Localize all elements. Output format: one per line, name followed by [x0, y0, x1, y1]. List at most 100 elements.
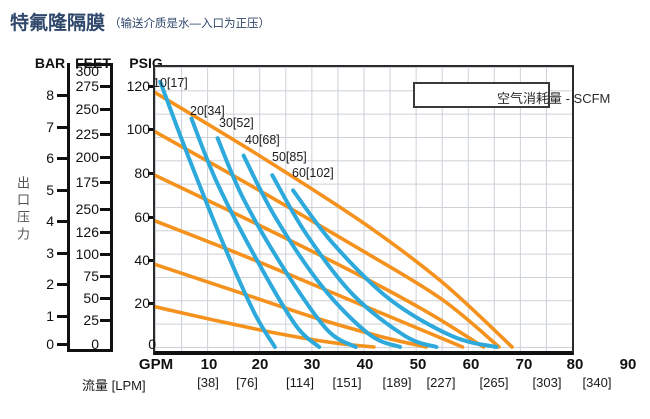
legend-label: 空气消耗量 - SCFM — [497, 91, 611, 106]
psig-tick-mark — [148, 85, 155, 88]
feet-tick-label: 275 — [75, 78, 99, 94]
psig-tick-mark — [148, 302, 155, 305]
discharge-curve — [155, 129, 501, 349]
discharge-curve — [155, 262, 428, 349]
gpm-tick-label: 20 — [251, 356, 269, 373]
lpm-tick-label: [38] — [197, 375, 219, 390]
feet-tick-mark — [100, 297, 110, 300]
feet-tick-label: 225 — [75, 126, 99, 142]
psig-tick-mark — [148, 128, 155, 131]
bar-tick-label: 3 — [46, 245, 54, 261]
feet-tick-label: 250 — [75, 201, 99, 217]
bar-tick-mark — [57, 220, 67, 223]
gpm-tick-label: 30 — [303, 356, 321, 373]
page-subtitle: （输送介质是水—入口为正压） — [109, 18, 270, 30]
air-consumption-curve — [158, 79, 277, 349]
air-consumption-curve — [241, 153, 402, 349]
page-title: 特氟隆隔膜 — [10, 13, 106, 34]
psig-tick-label: 60 — [134, 209, 150, 225]
feet-axis-cap-top — [77, 63, 113, 66]
psig-tick-mark — [148, 259, 155, 262]
feet-tick-mark — [100, 133, 110, 136]
lpm-tick-label: [265] — [479, 375, 509, 390]
bar-tick-mark — [57, 252, 67, 255]
psig-tick-label: 20 — [134, 295, 150, 311]
curves-canvas — [155, 79, 514, 349]
lpm-tick-label: [227] — [426, 375, 456, 390]
psig-tick-label: 0 — [148, 336, 156, 352]
lpm-tick-label: [114] — [286, 375, 314, 390]
bar-tick-mark — [57, 189, 67, 192]
curve-label: 50[85] — [272, 150, 307, 164]
discharge-curve — [155, 173, 486, 349]
bar-tick-label: 0 — [46, 336, 54, 352]
lpm-tick-label: [76] — [236, 375, 258, 390]
x-axis-unit-lpm: 流量 [LPM] — [82, 378, 146, 393]
feet-tick-label: 175 — [75, 174, 99, 190]
discharge-curve — [155, 219, 465, 349]
feet-tick-label: 0 — [91, 336, 99, 352]
bar-tick-mark — [57, 94, 67, 97]
bar-tick-mark — [57, 126, 67, 129]
x-axis-unit-gpm: GPM — [138, 356, 174, 373]
psig-tick-mark — [148, 216, 155, 219]
feet-axis-cap-bottom — [77, 349, 113, 352]
air-consumption-curve — [215, 136, 358, 349]
bar-tick-label: 4 — [46, 213, 54, 229]
feet-tick-mark — [100, 181, 110, 184]
feet-tick-mark — [100, 231, 110, 234]
bar-tick-label: 8 — [46, 87, 54, 103]
gpm-tick-label: 80 — [566, 356, 584, 373]
bar-axis-foot — [67, 349, 79, 352]
feet-tick-mark — [100, 208, 110, 211]
bar-tick-label: 2 — [46, 276, 54, 292]
discharge-curve — [155, 90, 514, 349]
legend-box — [413, 82, 550, 108]
y-axis-title: 出口压力 — [15, 176, 30, 244]
plot-area — [153, 65, 574, 355]
psig-tick-label: 100 — [126, 121, 150, 137]
feet-tick-label: 25 — [83, 312, 99, 328]
bar-tick-label: 5 — [46, 182, 54, 198]
feet-tick-mark — [100, 85, 110, 88]
gpm-tick-label: 10 — [200, 356, 218, 373]
gpm-tick-label: 90 — [619, 356, 637, 373]
air-consumption-curve — [270, 173, 439, 349]
bar-axis-line — [67, 63, 70, 352]
lpm-tick-label: [303] — [532, 375, 562, 390]
psig-tick-label: 40 — [134, 252, 150, 268]
axis-header-bar: BAR — [34, 55, 66, 71]
feet-tick-mark — [100, 108, 110, 111]
bar-tick-mark — [57, 283, 67, 286]
bar-tick-mark — [57, 315, 67, 318]
bar-tick-label: 7 — [46, 119, 54, 135]
lpm-tick-label: [340] — [582, 375, 612, 390]
air-consumption-curve — [189, 116, 322, 349]
psig-tick-label: 120 — [126, 78, 150, 94]
curve-label: 40[68] — [245, 133, 280, 147]
curve-label: 30[52] — [219, 116, 254, 130]
feet-tick-label: 75 — [83, 268, 99, 284]
bar-tick-mark — [57, 157, 67, 160]
gpm-tick-label: 60 — [462, 356, 480, 373]
feet-tick-label: 100 — [75, 246, 99, 262]
bar-tick-mark — [57, 343, 67, 346]
psig-tick-mark — [148, 172, 155, 175]
feet-tick-mark — [100, 275, 110, 278]
lpm-tick-label: [151] — [332, 375, 362, 390]
lpm-tick-label: [189] — [382, 375, 412, 390]
gpm-tick-label: 40 — [356, 356, 374, 373]
curve-label: 10[17] — [153, 76, 188, 90]
bar-tick-label: 6 — [46, 150, 54, 166]
gpm-tick-label: 70 — [515, 356, 533, 373]
feet-tick-mark — [100, 156, 110, 159]
curve-label: 20[34] — [190, 104, 225, 118]
feet-tick-mark — [100, 253, 110, 256]
feet-axis-line — [110, 63, 113, 352]
psig-tick-label: 80 — [134, 165, 150, 181]
air-consumption-curve — [291, 188, 499, 349]
gpm-tick-label: 50 — [409, 356, 427, 373]
bar-tick-label: 1 — [46, 308, 54, 324]
curve-label: 60[102] — [292, 166, 334, 180]
